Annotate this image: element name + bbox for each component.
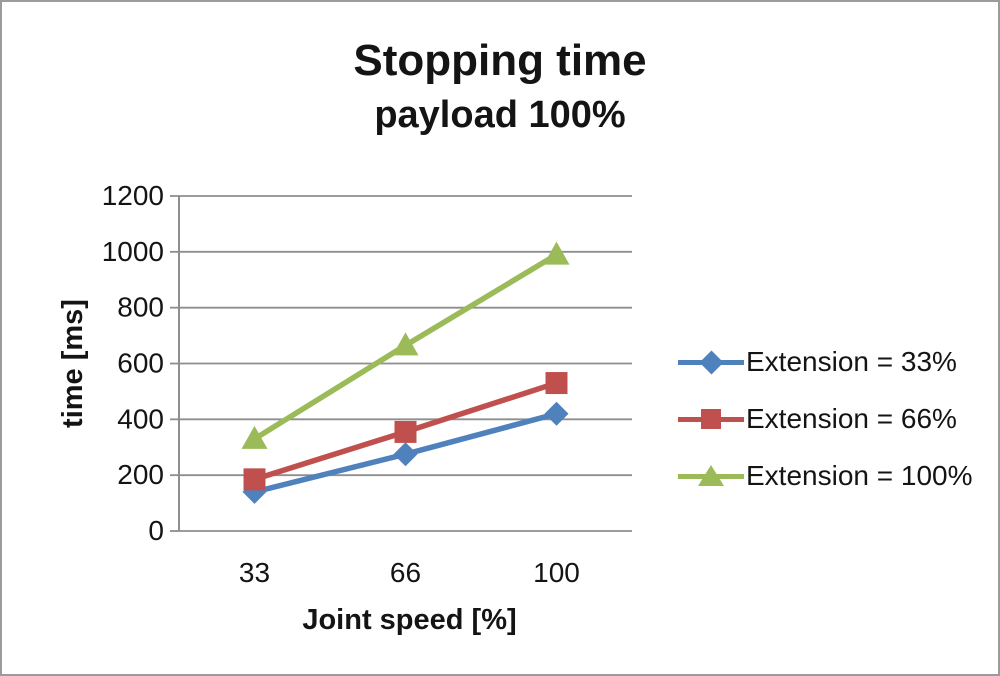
x-tick-label: 33 [239, 557, 270, 588]
legend-item-extension-100: Extension = 100% [678, 460, 973, 491]
legend-swatch [678, 404, 744, 434]
diamond-marker [393, 442, 418, 467]
square-marker [243, 468, 266, 491]
y-tick-label: 600 [117, 348, 164, 379]
y-tick-label: 1200 [102, 180, 164, 211]
legend-swatch [678, 461, 744, 491]
legend-label: Extension = 66% [746, 403, 957, 434]
square-marker [545, 372, 568, 395]
y-tick-label: 1000 [102, 236, 164, 267]
x-tick-label: 66 [390, 557, 421, 588]
diamond-marker [544, 401, 569, 426]
y-tick-label: 800 [117, 292, 164, 323]
y-tick-label: 0 [148, 515, 164, 546]
legend-swatch [678, 347, 744, 377]
diamond-marker-icon [698, 349, 724, 375]
y-tick-label: 200 [117, 459, 164, 490]
square-marker-icon [701, 409, 721, 429]
legend-item-extension-66: Extension = 66% [678, 403, 973, 434]
legend-item-extension-33: Extension = 33% [678, 346, 973, 377]
triangle-marker [241, 425, 268, 449]
legend-label: Extension = 33% [746, 346, 957, 377]
triangle-marker-icon [698, 465, 724, 486]
x-tick-label: 100 [533, 557, 580, 588]
triangle-marker [392, 332, 419, 356]
chart-title: Stopping time [353, 36, 647, 85]
chart-subtitle: payload 100% [374, 94, 626, 136]
y-axis-title: time [ms] [57, 299, 89, 428]
square-marker [394, 420, 417, 443]
legend-label: Extension = 100% [746, 460, 973, 491]
x-axis-title: Joint speed [%] [302, 604, 516, 636]
legend: Extension = 33% Extension = 66% Extensio… [678, 346, 973, 491]
triangle-marker [543, 241, 570, 265]
y-tick-label: 400 [117, 403, 164, 434]
